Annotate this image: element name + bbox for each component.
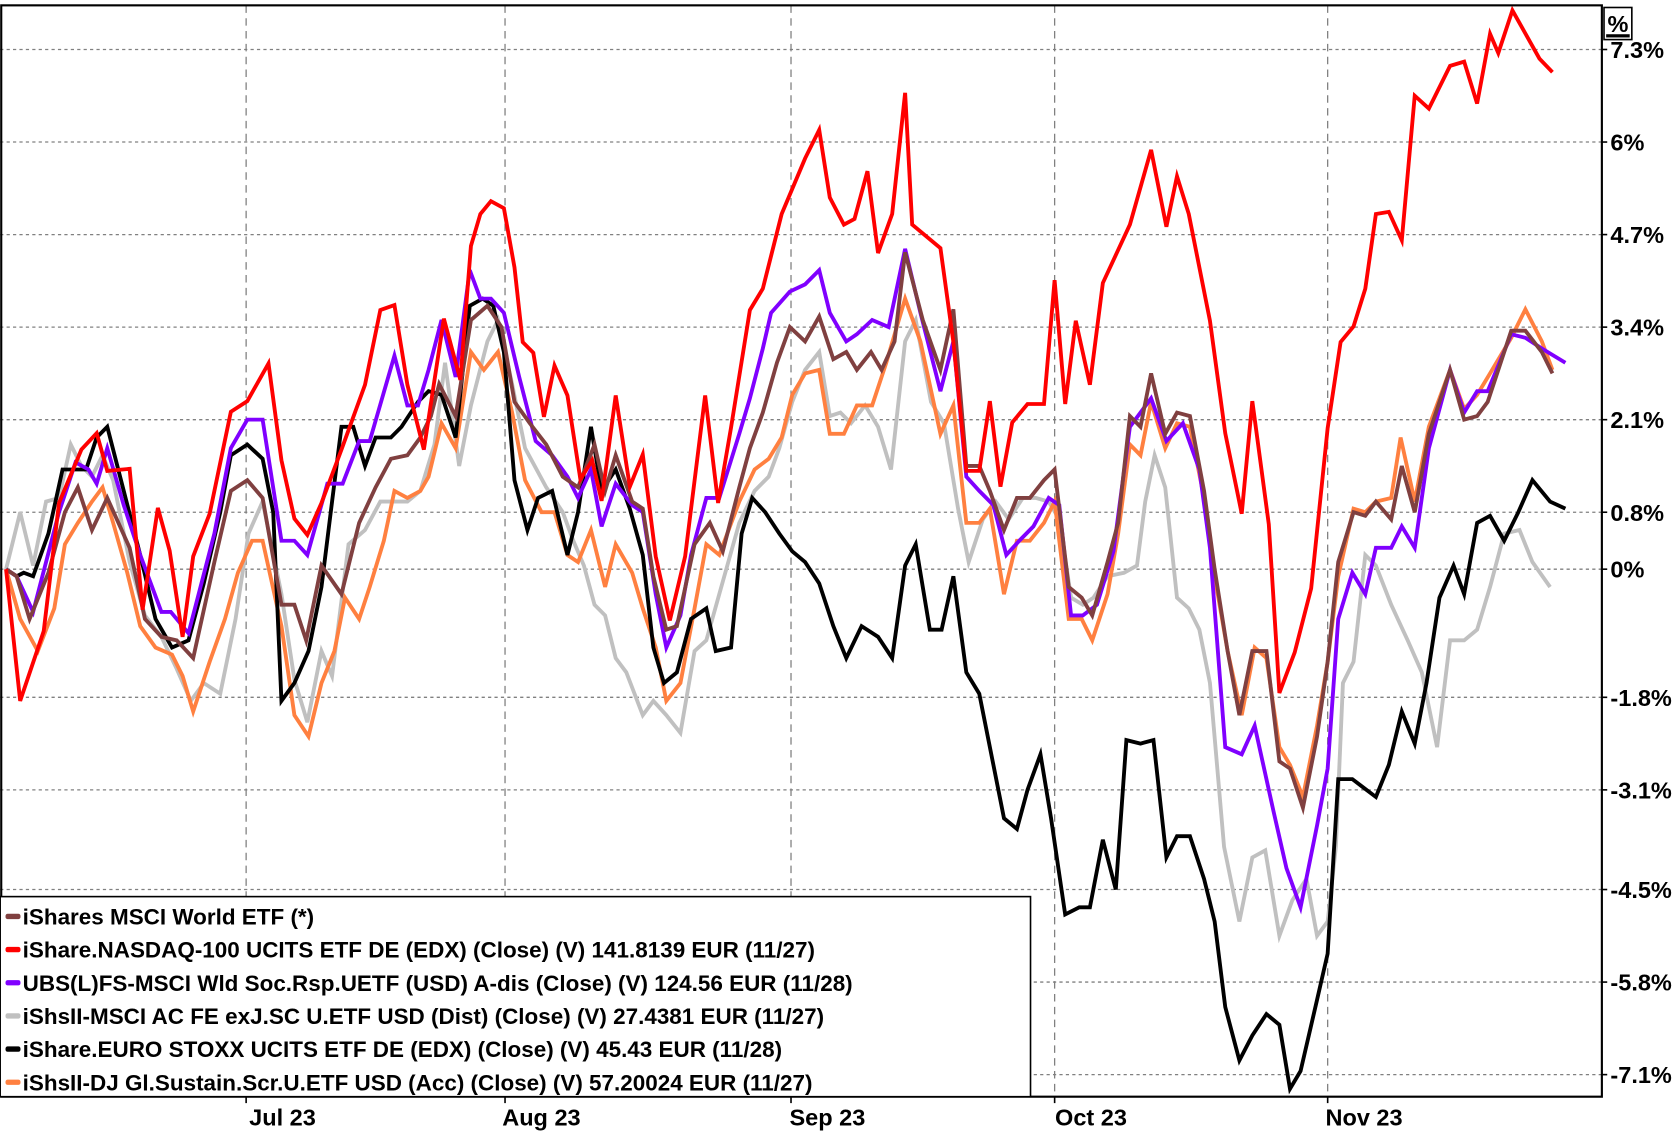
legend-swatch xyxy=(5,1013,21,1019)
legend-label: UBS(L)FS-MSCI Wld Soc.Rsp.UETF (USD) A-d… xyxy=(23,971,853,996)
series-line-4 xyxy=(4,251,1555,816)
y-tick-label: 6% xyxy=(1610,130,1644,156)
legend-swatch xyxy=(5,1046,21,1052)
x-tick-label: Aug 23 xyxy=(502,1105,580,1131)
legend-item: iShare.EURO STOXX UCITS ETF DE (EDX) (Cl… xyxy=(5,1037,782,1062)
legend: iShares MSCI World ETF (*) iShare.NASDAQ-… xyxy=(0,895,1032,1098)
legend-item: iShsII-MSCI AC FE exJ.SC U.ETF USD (Dist… xyxy=(5,1004,824,1029)
legend-label: iShsII-DJ Gl.Sustain.Scr.U.ETF USD (Acc)… xyxy=(23,1070,813,1095)
y-tick-label: 0.8% xyxy=(1610,500,1664,526)
y-tick-label: -3.1% xyxy=(1610,777,1672,803)
series-line-5 xyxy=(4,5,1554,702)
legend-swatch xyxy=(5,913,21,920)
x-tick-label: Nov 23 xyxy=(1325,1105,1402,1131)
legend-item: iShare.NASDAQ-100 UCITS ETF DE (EDX) (Cl… xyxy=(5,938,815,963)
y-tick-label: 3.4% xyxy=(1610,315,1664,341)
x-tick-label: Oct 23 xyxy=(1055,1105,1127,1131)
y-tick-label: 7.3% xyxy=(1610,37,1664,63)
unit-label-box: % xyxy=(1603,6,1633,41)
y-tick-label: -4.5% xyxy=(1610,877,1672,903)
series-line-3 xyxy=(4,248,1567,915)
y-tick-label: 2.1% xyxy=(1610,407,1664,433)
legend-label: iShares MSCI World ETF (*) xyxy=(23,904,315,929)
legend-label: iShare.EURO STOXX UCITS ETF DE (EDX) (Cl… xyxy=(23,1037,782,1062)
legend-item: iShsII-DJ Gl.Sustain.Scr.U.ETF USD (Acc)… xyxy=(5,1070,813,1095)
x-tick-label: Jul 23 xyxy=(249,1105,316,1131)
y-tick-label: -5.8% xyxy=(1610,970,1672,996)
y-tick-label: -7.1% xyxy=(1610,1062,1672,1088)
x-tick-label: Sep 23 xyxy=(789,1105,865,1131)
legend-label: iShare.NASDAQ-100 UCITS ETF DE (EDX) (Cl… xyxy=(23,938,815,963)
legend-box xyxy=(0,895,1032,1098)
unit-label: % xyxy=(1607,11,1628,37)
legend-item: UBS(L)FS-MSCI Wld Soc.Rsp.UETF (USD) A-d… xyxy=(5,971,853,996)
series-lines xyxy=(4,5,1567,1095)
y-axis: 7.3% 6% 4.7% 3.4% 2.1% 0.8% 0% -1.8% -3.1% -4.5% -… xyxy=(1601,37,1672,1088)
y-tick-label: -1.8% xyxy=(1610,685,1672,711)
y-tick-label: 4.7% xyxy=(1610,222,1664,248)
legend-swatch xyxy=(5,946,21,953)
series-line-1 xyxy=(4,292,1555,804)
legend-swatch xyxy=(5,980,21,986)
y-tick-label: 0% xyxy=(1610,557,1644,583)
legend-item: iShares MSCI World ETF (*) xyxy=(5,904,315,929)
legend-swatch xyxy=(5,1079,21,1085)
legend-label: iShsII-MSCI AC FE exJ.SC U.ETF USD (Dist… xyxy=(23,1004,824,1029)
x-axis: Jul 23 Aug 23 Sep 23 Oct 23 Nov 23 xyxy=(245,1096,1403,1131)
